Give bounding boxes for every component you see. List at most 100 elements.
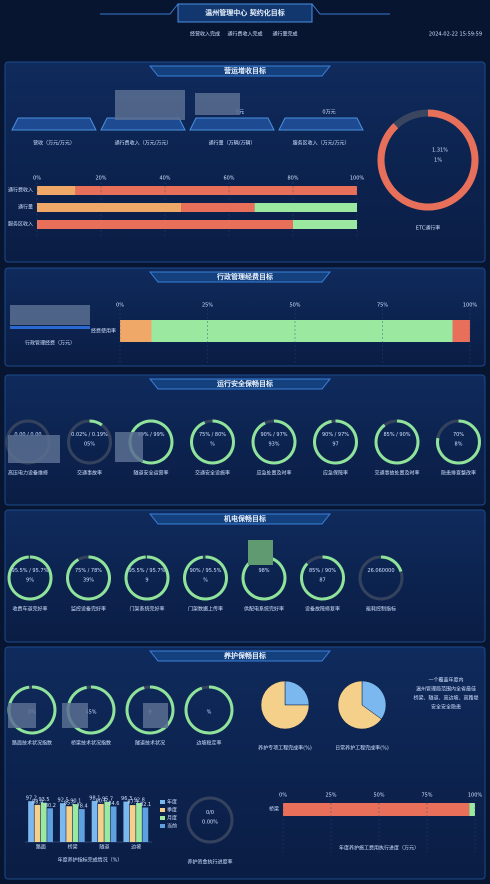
bar-segment — [293, 220, 357, 229]
donut-arc — [377, 109, 479, 211]
gauge-value: 0.00% — [202, 820, 218, 826]
gauge-label: 收费车道完好率 — [12, 606, 47, 613]
bar — [142, 807, 149, 842]
tab[interactable]: 通行量完成 — [272, 31, 297, 38]
x-tick-label: 100% — [350, 176, 365, 182]
row-label: 服务区收入 — [8, 221, 33, 228]
gauge-arc — [66, 685, 116, 735]
gauge-arc — [124, 555, 170, 601]
gauge-arc — [128, 419, 174, 465]
gauge-label: 高压电力设备维修 — [8, 470, 48, 477]
bar-value: 93.5 — [38, 797, 49, 803]
panel-title-frame — [148, 650, 332, 662]
bar-segment — [37, 203, 181, 212]
gauge-top: 90% / 97% — [322, 432, 349, 438]
bar — [98, 803, 104, 842]
bar-segment — [283, 803, 470, 816]
bar-value: 90.1 — [70, 799, 81, 805]
panel-title: 营运增收目标 — [224, 66, 266, 75]
bar-value: 98.1 — [89, 795, 100, 801]
gauge-label: 设备故障修复率 — [305, 606, 340, 613]
x-tick-label: 80% — [287, 176, 298, 182]
legend-swatch — [160, 800, 165, 804]
panel-title: 养护保畅目标 — [223, 651, 266, 660]
gauge-value: 45% — [85, 710, 96, 716]
bar — [47, 808, 53, 842]
bar — [123, 801, 130, 842]
gauge-caption: 养护资金执行进度率 — [187, 859, 232, 866]
x-tick-label: 隧道 — [99, 844, 109, 851]
bar — [34, 804, 41, 842]
legend-label: 当前 — [167, 823, 177, 830]
gauge-top: 70% — [453, 432, 464, 438]
card-label: 营收（万元/万元） — [33, 140, 75, 147]
panel-title-frame — [148, 378, 332, 390]
legend-label: 年度 — [167, 799, 177, 806]
gauge-top: 0/0 — [206, 810, 214, 816]
card-label: 行政管理经费（万元） — [25, 340, 75, 347]
card-value: 0万元 — [322, 110, 335, 116]
gauge-label: 路面技术状况指数 — [12, 740, 52, 747]
gauge-arc — [125, 685, 175, 735]
gauge-top: 99% / 99% — [137, 432, 164, 438]
gauge-label: 隧道安全运营率 — [133, 470, 168, 477]
bar-value: 90.6 — [96, 798, 107, 804]
gauge-label: 交通事故处置及时率 — [374, 470, 419, 477]
bar-segment — [120, 320, 152, 342]
panel — [4, 374, 486, 506]
gauge-arc — [190, 419, 235, 465]
gauge-arc — [241, 555, 287, 601]
gauge-value: % — [207, 710, 212, 716]
gauge-arc — [251, 419, 297, 465]
blurred-region — [10, 305, 90, 325]
bar — [136, 803, 142, 842]
gauge-top: 75% / 78% — [75, 568, 102, 574]
bar-caption: 年度养护施工费用执行进度（万元） — [339, 845, 419, 852]
gauge-value: 39% — [83, 578, 94, 584]
gauge-label: 门架系统完好率 — [129, 606, 164, 613]
pie-slice — [361, 680, 387, 720]
header-box — [177, 3, 313, 23]
gauge-value: 93% — [268, 442, 279, 448]
gauge-arc — [380, 555, 403, 573]
x-tick-label: 75% — [377, 303, 388, 309]
gauge-value: % — [210, 442, 215, 448]
x-tick-label: 20% — [95, 176, 106, 182]
gauge-top: 90% / 95.5% — [190, 568, 222, 574]
gauge-top: 26.060000 — [367, 568, 394, 574]
x-tick-label: 60% — [223, 176, 234, 182]
tab[interactable]: 经营收入完成 — [190, 31, 220, 38]
chart-caption: 年度养护指标完成情况（%） — [58, 857, 123, 864]
gauge-value: 87 — [319, 578, 325, 584]
card-label: 服务区收入（万元/万元） — [293, 140, 350, 147]
bar-value: 85.2 — [64, 801, 75, 807]
row-label: 桥梁 — [269, 806, 279, 813]
note-line: 安全安全隐患 — [431, 704, 461, 711]
panel-title-frame — [148, 271, 332, 283]
legend-swatch — [160, 808, 165, 812]
legend-swatch — [160, 824, 165, 828]
x-tick-label: 100% — [468, 793, 483, 799]
gauge-label: 供配电系统完好率 — [244, 606, 284, 613]
bar-value: 84.6 — [108, 801, 119, 807]
gauge-top: 95.5% / 95.7% — [12, 568, 49, 574]
x-tick-label: 0% — [279, 793, 287, 799]
bar-value: 92.5 — [58, 798, 69, 804]
gauge-label: 隐患排查整改率 — [441, 470, 476, 477]
legend-label: 季度 — [167, 807, 177, 814]
bar-segment — [37, 220, 293, 229]
tab[interactable]: 通行费收入完成 — [227, 31, 262, 38]
panel-title-frame — [148, 65, 332, 77]
panel-title: 行政管理经费目标 — [216, 272, 273, 281]
panel-title: 机电保畅目标 — [224, 514, 266, 523]
card-base — [189, 117, 275, 131]
row-label: 通行量 — [18, 204, 33, 211]
bar-segment — [37, 186, 76, 195]
gauge-arc — [183, 555, 228, 601]
bar-value: 95.7 — [102, 796, 113, 802]
x-tick-label: 25% — [202, 303, 213, 309]
card-label: 通行费收入（万元/万元） — [115, 140, 172, 147]
blurred-region — [143, 703, 168, 728]
gauge-value: 9 — [145, 578, 148, 584]
gauge-label: 应急处置及时率 — [256, 470, 291, 477]
